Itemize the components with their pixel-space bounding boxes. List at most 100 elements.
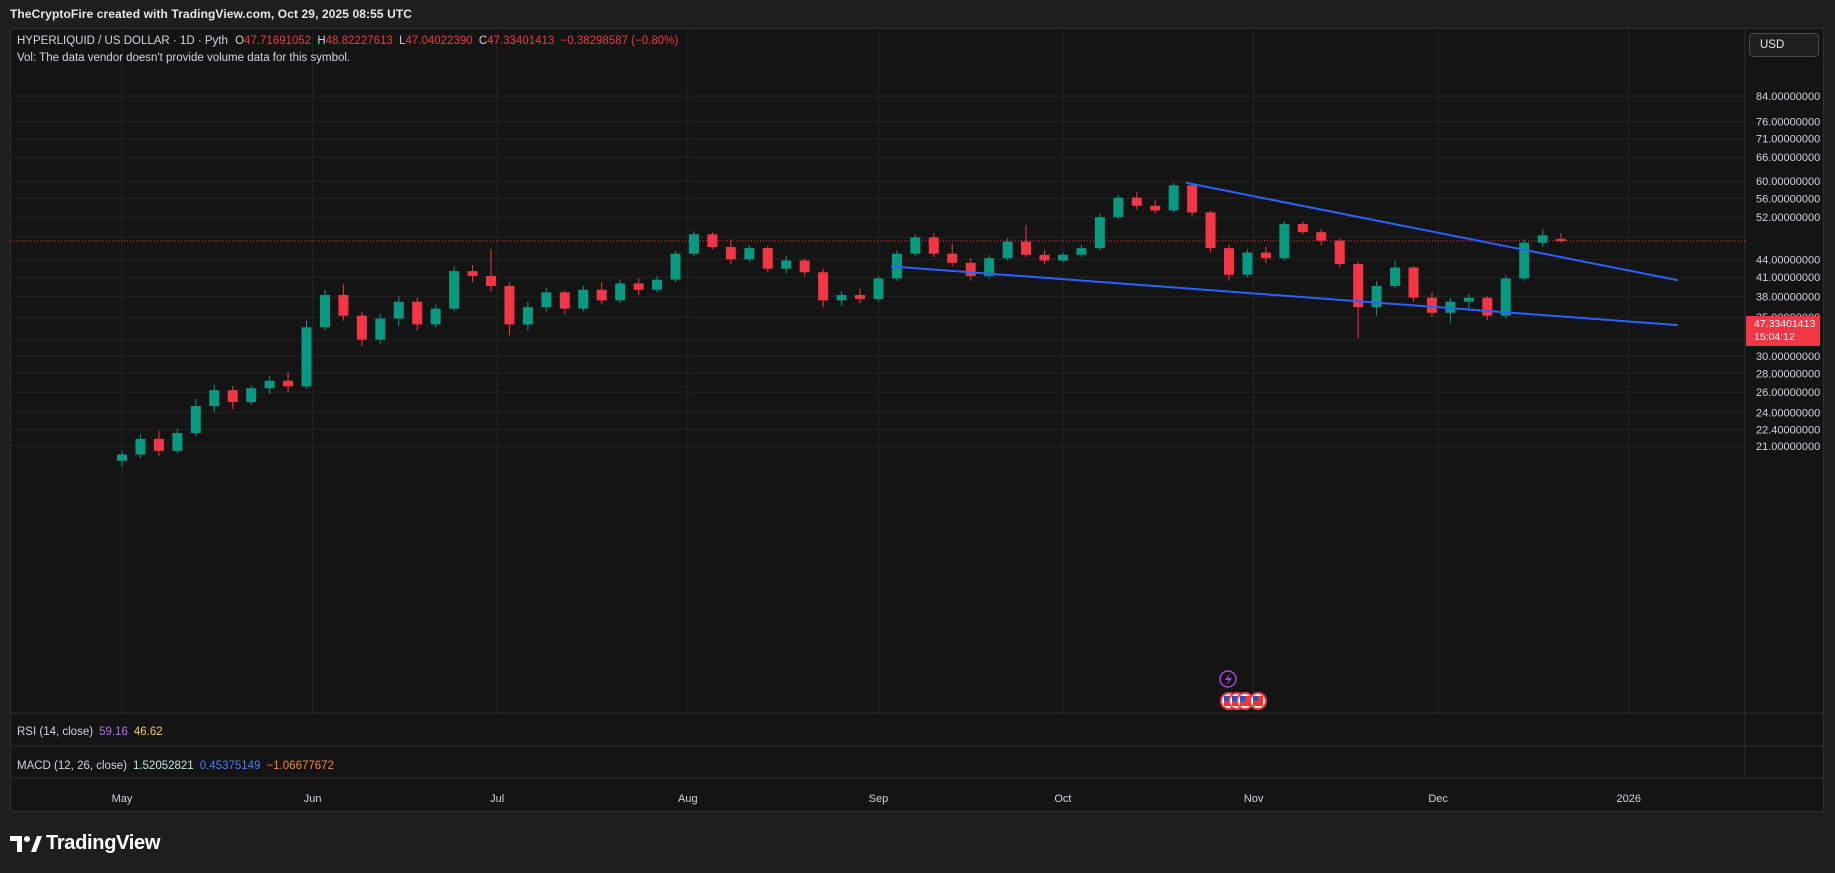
candle [209, 384, 220, 413]
candle [1445, 297, 1456, 323]
open-label: O [235, 35, 245, 47]
candle-body [1260, 252, 1271, 259]
candle-body [135, 438, 146, 455]
candle [504, 282, 515, 336]
tradingview-logo-icon [10, 835, 42, 852]
time-axis: May Jun Jul Aug Sep Oct Nov Dec 2026 [112, 793, 1641, 805]
price-tick-label: 76.00000000 [1756, 116, 1820, 128]
rsi-ma-value: 46.62 [133, 726, 163, 738]
candle [1482, 296, 1493, 320]
candle [486, 249, 496, 292]
candle [1021, 225, 1032, 258]
volume-note: Vol: The data vendor doesn't provide vol… [17, 52, 351, 64]
price-tick-label: 66.00000000 [1756, 152, 1820, 164]
time-tick-label: Nov [1244, 793, 1264, 805]
tradingview-logo[interactable]: TradingView [10, 832, 160, 855]
price-chart[interactable]: 84.00000000 76.00000000 71.00000000 66.0000… [10, 28, 1824, 812]
candle-body [1187, 185, 1198, 213]
candle-body [338, 295, 349, 316]
candle-body [227, 390, 238, 402]
flag-canton [1232, 696, 1237, 701]
candle-body [1390, 267, 1401, 286]
currency-button[interactable]: USD [1749, 33, 1819, 57]
trendline [1185, 181, 1679, 282]
candle-body [1482, 297, 1493, 316]
candle-body [1168, 185, 1179, 211]
candle [172, 428, 183, 454]
price-tick-label: 22.40000000 [1756, 425, 1820, 437]
time-tick-label: Dec [1428, 793, 1448, 805]
candle-body [375, 318, 386, 340]
rsi-legend[interactable]: RSI (14, close) 59.16 46.62 [17, 726, 163, 738]
price-tick-label: 84.00000000 [1756, 91, 1820, 103]
price-tick-label: 44.00000000 [1756, 254, 1820, 266]
candle-body [781, 260, 792, 269]
candle-body [836, 295, 847, 301]
time-tick-label: Oct [1054, 793, 1071, 805]
candle [153, 430, 164, 456]
time-tick-label: 2026 [1617, 793, 1641, 805]
price-tick-label: 21.00000000 [1756, 441, 1820, 453]
candle-body [283, 380, 294, 387]
candle [319, 289, 330, 331]
candle [1131, 192, 1142, 210]
candle-body [1057, 254, 1068, 261]
candle [1224, 244, 1234, 281]
candle [1371, 280, 1382, 316]
candle-body [799, 260, 810, 273]
candle [762, 245, 773, 273]
candle-body [670, 253, 681, 280]
time-tick-label: Aug [678, 793, 698, 805]
candle-body [1297, 224, 1308, 233]
candle-body [1316, 232, 1327, 241]
candle-body [1076, 248, 1087, 255]
candle-body [522, 307, 533, 325]
rsi-label[interactable]: RSI (14, close) [17, 726, 94, 738]
candle [393, 296, 404, 326]
author-credit: TheCryptoFire created with TradingView.c… [10, 7, 413, 21]
candle [1242, 249, 1253, 278]
candle [1187, 183, 1198, 217]
price-tick-label: 30.00000000 [1756, 351, 1820, 363]
candle-body [1334, 240, 1345, 264]
price-axis: 84.00000000 76.00000000 71.00000000 66.0000… [1756, 91, 1820, 453]
candle [1094, 213, 1105, 251]
candle [1500, 274, 1511, 319]
candle [1316, 229, 1327, 245]
candle [928, 233, 939, 258]
candle [412, 297, 423, 331]
candle-body [1021, 241, 1032, 255]
macd-legend[interactable]: MACD (12, 26, close) 1.52052821 0.45375149… [17, 760, 334, 772]
price-tick-label: 28.00000000 [1756, 368, 1820, 380]
price-tick-label: 60.00000000 [1756, 176, 1820, 188]
candle [1260, 247, 1271, 263]
symbol-legend[interactable]: HYPERLIQUID / US DOLLAR · 1D · Pyth O 47.… [17, 35, 678, 47]
candle [283, 371, 294, 393]
candle-body [984, 258, 995, 276]
candle-body [1242, 252, 1253, 275]
candle [356, 311, 367, 347]
candle [430, 304, 441, 328]
symbol-name[interactable]: HYPERLIQUID / US DOLLAR · 1D · Pyth [17, 35, 228, 47]
rsi-value: 59.16 [99, 726, 128, 738]
macd-line-value: 0.45375149 [199, 760, 261, 772]
candle [1426, 292, 1437, 318]
candle [190, 398, 201, 437]
candle [522, 301, 533, 331]
candle-body [652, 279, 663, 290]
candle [781, 255, 792, 274]
candle-body [873, 278, 884, 300]
candle-body [928, 237, 939, 254]
candle [965, 258, 976, 281]
price-tick-label: 26.00000000 [1756, 387, 1820, 399]
close-value: 47.33401413 [487, 35, 555, 47]
candle [1168, 182, 1179, 213]
last-price-badge: 47.33401413 15:04:12 [1746, 316, 1820, 346]
candle [836, 291, 847, 306]
candle-body [504, 285, 515, 325]
candle [1556, 233, 1567, 243]
macd-label[interactable]: MACD (12, 26, close) [17, 760, 127, 772]
candle [449, 266, 460, 312]
chart-grid [10, 28, 1745, 713]
candle-body [965, 262, 976, 276]
